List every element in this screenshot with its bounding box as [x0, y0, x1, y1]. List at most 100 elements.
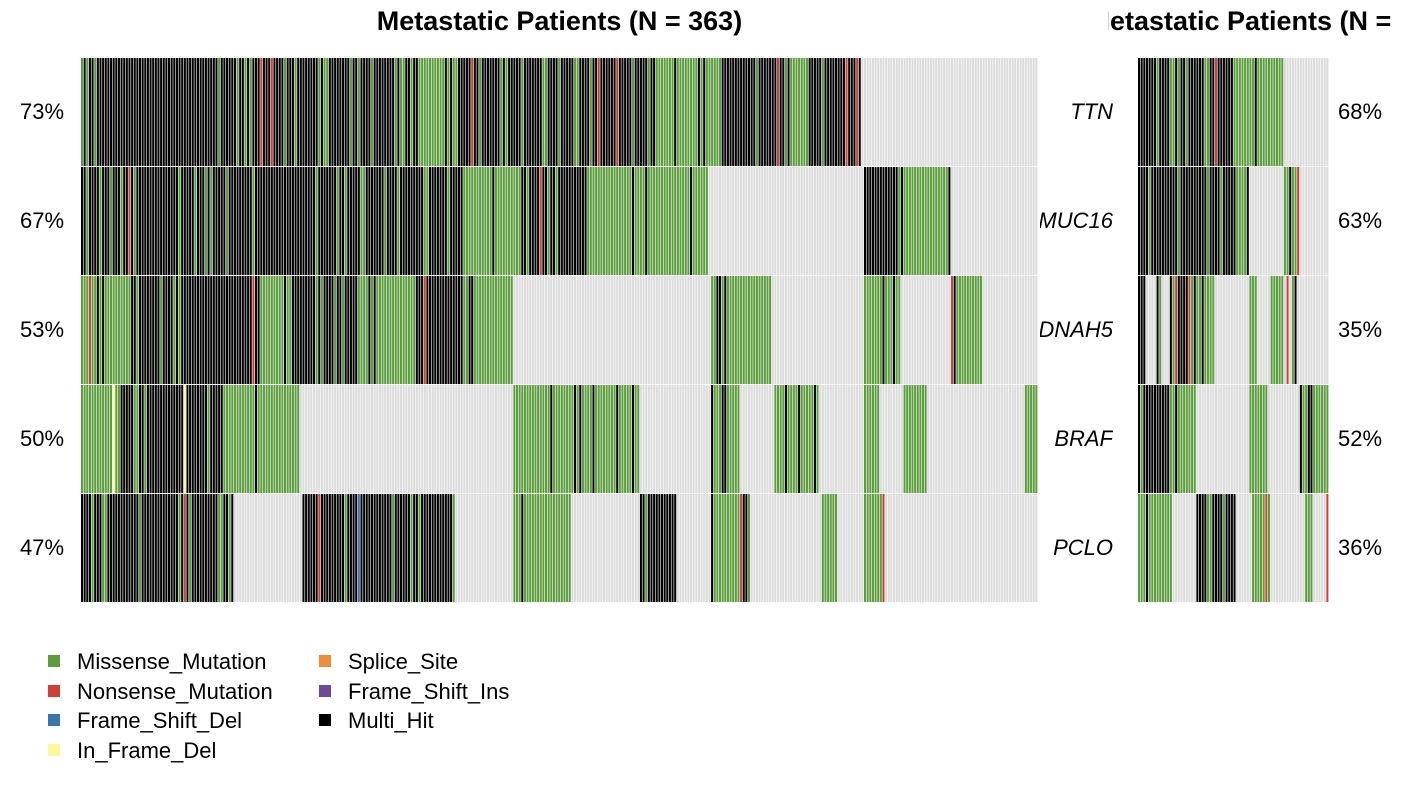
- cell-muc16-332: [956, 167, 959, 275]
- cell-ttn-251: [742, 58, 745, 166]
- cell-muc16-193: [589, 167, 592, 275]
- cell-muc16-330: [951, 167, 954, 275]
- cell-ttn-241: [716, 58, 719, 166]
- cell-pclo-217: [653, 494, 656, 602]
- cell-braf-237: [705, 385, 708, 493]
- cell-braf-131: [426, 385, 429, 493]
- cell-braf-151: [479, 385, 482, 493]
- cell-muc16-63: [247, 167, 250, 275]
- cell-braf-6: [1153, 385, 1156, 493]
- cell-dnah5-63: [1305, 276, 1308, 384]
- cell-muc16-278: [813, 167, 816, 275]
- cell-pclo-181: [558, 494, 561, 602]
- cell-pclo-115: [384, 494, 387, 602]
- cell-ttn-24: [1201, 58, 1204, 166]
- cell-muc16-72: [270, 167, 273, 275]
- cell-pclo-242: [719, 494, 722, 602]
- cell-braf-343: [985, 385, 988, 493]
- cell-pclo-124: [407, 494, 410, 602]
- cell-pclo-80: [291, 494, 294, 602]
- cell-ttn-163: [510, 58, 513, 166]
- cell-muc16-2: [1143, 167, 1146, 275]
- cell-pclo-251: [742, 494, 745, 602]
- cell-pclo-29: [157, 494, 160, 602]
- gene-label-ttn: TTN: [1070, 99, 1113, 124]
- cell-muc16-249: [737, 167, 740, 275]
- cell-braf-292: [850, 385, 853, 493]
- cell-pclo-82: [297, 494, 300, 602]
- cell-muc16-1: [83, 167, 86, 275]
- cell-dnah5-142: [455, 276, 458, 384]
- cell-pclo-93: [326, 494, 329, 602]
- cell-dnah5-7: [1156, 276, 1159, 384]
- cell-braf-177: [547, 385, 550, 493]
- cell-ttn-86: [307, 58, 310, 166]
- cell-muc16-157: [494, 167, 497, 275]
- cell-dnah5-150: [476, 276, 479, 384]
- cell-dnah5-98: [339, 276, 342, 384]
- cell-pclo-338: [972, 494, 975, 602]
- cell-ttn-245: [726, 58, 729, 166]
- cell-dnah5-266: [782, 276, 785, 384]
- cell-dnah5-257: [758, 276, 761, 384]
- cell-ttn-46: [1260, 58, 1263, 166]
- percent-label-left-3: 50%: [20, 426, 65, 451]
- cell-ttn-113: [378, 58, 381, 166]
- cell-braf-128: [418, 385, 421, 493]
- cell-pclo-50: [212, 494, 215, 602]
- cell-dnah5-299: [869, 276, 872, 384]
- cell-dnah5-126: [413, 276, 416, 384]
- cell-pclo-67: [257, 494, 260, 602]
- cell-muc16-47: [1262, 167, 1265, 275]
- cell-dnah5-196: [597, 276, 600, 384]
- cell-dnah5-105: [357, 276, 360, 384]
- cell-pclo-235: [700, 494, 703, 602]
- cell-pclo-47: [1262, 494, 1265, 602]
- cell-braf-220: [661, 385, 664, 493]
- cell-braf-284: [829, 385, 832, 493]
- cell-ttn-60: [239, 58, 242, 166]
- cell-muc16-5: [94, 167, 97, 275]
- cell-muc16-124: [407, 167, 410, 275]
- cell-pclo-175: [542, 494, 545, 602]
- cell-pclo-111: [373, 494, 376, 602]
- cell-pclo-16: [123, 494, 126, 602]
- cell-muc16-220: [661, 167, 664, 275]
- cell-dnah5-134: [434, 276, 437, 384]
- cell-muc16-258: [761, 167, 764, 275]
- cell-muc16-45: [199, 167, 202, 275]
- cell-dnah5-286: [835, 276, 838, 384]
- cell-pclo-3: [88, 494, 91, 602]
- cell-dnah5-82: [297, 276, 300, 384]
- cell-braf-185: [568, 385, 571, 493]
- cell-braf-236: [703, 385, 706, 493]
- cell-braf-301: [874, 385, 877, 493]
- cell-braf-105: [357, 385, 360, 493]
- cell-braf-114: [381, 385, 384, 493]
- cell-pclo-317: [916, 494, 919, 602]
- cell-ttn-209: [632, 58, 635, 166]
- cell-dnah5-200: [608, 276, 611, 384]
- cell-ttn-229: [684, 58, 687, 166]
- cell-ttn-348: [998, 58, 1001, 166]
- cell-pclo-36: [1233, 494, 1236, 602]
- cell-muc16-118: [392, 167, 395, 275]
- cell-ttn-57: [1289, 58, 1292, 166]
- cell-muc16-254: [750, 167, 753, 275]
- cell-dnah5-51: [215, 276, 218, 384]
- cell-pclo-256: [755, 494, 758, 602]
- cell-dnah5-120: [397, 276, 400, 384]
- cell-muc16-166: [518, 167, 521, 275]
- cell-pclo-71: [1326, 494, 1329, 602]
- cell-muc16-44: [197, 167, 200, 275]
- cell-dnah5-284: [829, 276, 832, 384]
- legend-item-nonsense-mutation: Nonsense_Mutation: [48, 679, 273, 705]
- cell-dnah5-335: [964, 276, 967, 384]
- cell-pclo-268: [787, 494, 790, 602]
- cell-muc16-163: [510, 167, 513, 275]
- cell-muc16-259: [763, 167, 766, 275]
- cell-pclo-204: [618, 494, 621, 602]
- cell-pclo-107: [363, 494, 366, 602]
- cell-pclo-276: [808, 494, 811, 602]
- cell-pclo-31: [162, 494, 165, 602]
